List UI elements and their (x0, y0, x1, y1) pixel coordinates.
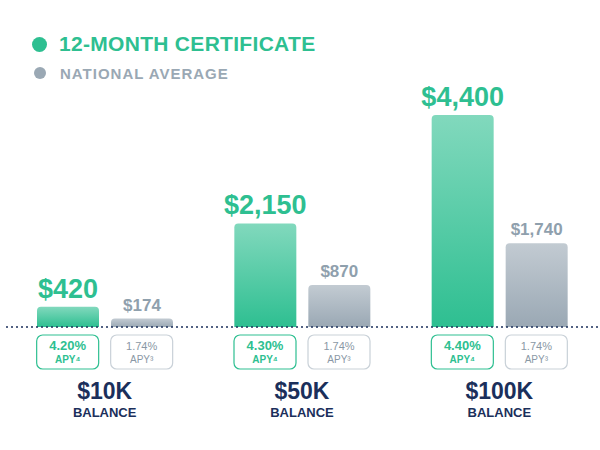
svg-text:$174: $174 (123, 296, 161, 315)
svg-text:APY⁴: APY⁴ (252, 354, 278, 365)
svg-text:$50K: $50K (275, 378, 330, 404)
svg-text:1.74%: 1.74% (323, 340, 354, 352)
svg-text:$10K: $10K (77, 378, 132, 404)
svg-text:BALANCE: BALANCE (270, 405, 334, 420)
svg-text:4.40%: 4.40% (444, 338, 481, 353)
svg-text:$4,400: $4,400 (421, 82, 504, 112)
html-text:12-MONTH CERTIFICATE: 12-MONTH CERTIFICATE (59, 32, 316, 55)
svg-text:BALANCE: BALANCE (468, 405, 532, 420)
svg-text:APY³: APY³ (130, 354, 154, 365)
svg-text:$2,150: $2,150 (224, 190, 307, 220)
svg-text:APY³: APY³ (327, 354, 351, 365)
svg-text:BALANCE: BALANCE (73, 405, 137, 420)
svg-text:$1,740: $1,740 (511, 220, 563, 239)
svg-text:1.74%: 1.74% (126, 340, 157, 352)
svg-text:4.30%: 4.30% (247, 338, 284, 353)
svg-text:APY⁴: APY⁴ (450, 354, 476, 365)
svg-text:4.20%: 4.20% (49, 338, 86, 353)
svg-text:$870: $870 (320, 262, 358, 281)
svg-text:APY³: APY³ (525, 354, 549, 365)
svg-text:APY⁴: APY⁴ (55, 354, 81, 365)
svg-text:$100K: $100K (465, 378, 533, 404)
html-text:NATIONAL AVERAGE: NATIONAL AVERAGE (60, 64, 229, 82)
svg-text:1.74%: 1.74% (521, 340, 552, 352)
svg-text:$420: $420 (38, 274, 98, 304)
